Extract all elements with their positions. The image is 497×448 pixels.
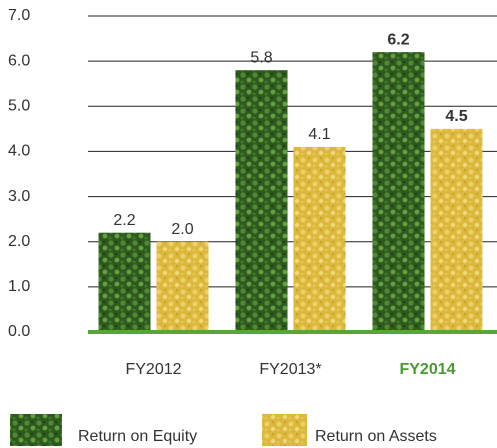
y-tick-label: 3.0	[8, 188, 30, 205]
value-label: 5.8	[250, 49, 272, 66]
x-tick-label: FY2012	[125, 361, 181, 378]
y-tick-label: 4.0	[8, 143, 30, 160]
x-tick-label: FY2014	[399, 361, 455, 378]
value-label: 2.0	[171, 221, 193, 238]
legend-label: Return on Assets	[315, 428, 437, 445]
x-tick-label: FY2013*	[259, 361, 321, 378]
legend-swatch	[262, 414, 307, 446]
bar	[430, 128, 483, 332]
y-tick-label: 0.0	[8, 323, 30, 340]
y-tick-label: 6.0	[8, 52, 30, 69]
bar	[372, 52, 425, 332]
y-tick-label: 7.0	[8, 7, 30, 24]
legend-swatch	[10, 414, 62, 446]
legend-label: Return on Equity	[78, 428, 197, 445]
y-tick-label: 1.0	[8, 278, 30, 295]
bar	[98, 232, 151, 332]
value-label: 6.2	[387, 31, 409, 48]
value-label: 4.5	[445, 108, 467, 125]
bar	[156, 241, 209, 332]
y-tick-label: 2.0	[8, 233, 30, 250]
value-label: 4.1	[308, 126, 330, 143]
bar	[293, 146, 346, 332]
value-label: 2.2	[113, 212, 135, 229]
y-tick-label: 5.0	[8, 98, 30, 115]
bar	[235, 70, 288, 333]
